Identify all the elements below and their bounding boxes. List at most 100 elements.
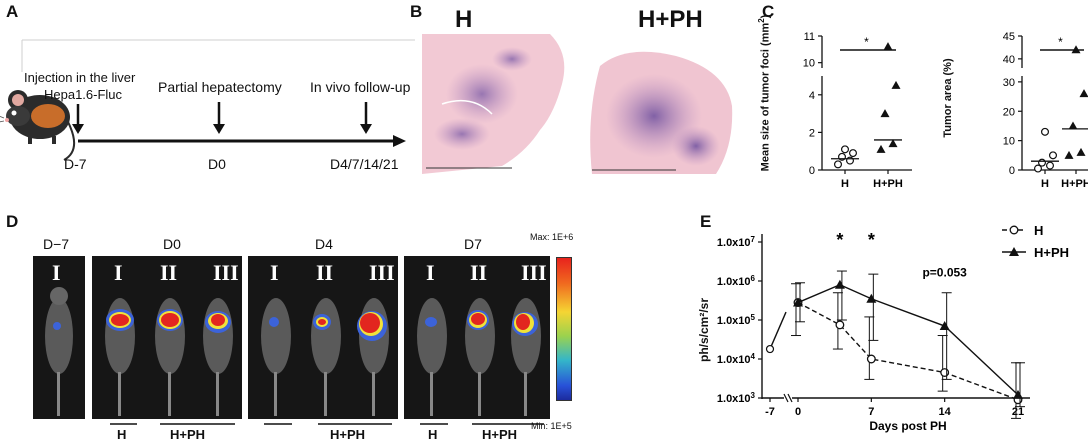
data-point-hph bbox=[880, 109, 890, 118]
mouse-id-label: II bbox=[160, 260, 178, 285]
data-point-hph bbox=[866, 293, 877, 303]
mouse-bli-image bbox=[105, 298, 233, 416]
x-tick-label: 14 bbox=[939, 406, 952, 418]
arrow-ph bbox=[213, 102, 225, 134]
data-point-h bbox=[1038, 158, 1047, 167]
legend-marker-hph bbox=[1009, 247, 1019, 256]
data-point-h bbox=[833, 160, 842, 169]
mouse-id-label: III bbox=[521, 260, 547, 285]
y-tick-label: 2 bbox=[809, 127, 815, 139]
bli-panel-d4: I II III bbox=[248, 256, 398, 419]
bli-panel-d0: I II III bbox=[92, 256, 242, 419]
legend-label-hph: H+PH bbox=[1034, 245, 1069, 260]
histology-title-h: H bbox=[455, 6, 473, 33]
data-point-hph bbox=[1076, 147, 1086, 156]
group-label-h: H bbox=[117, 427, 127, 442]
mouse-bli-image bbox=[45, 287, 73, 416]
data-point-hph bbox=[1071, 45, 1081, 54]
y-tick-label: 20 bbox=[1003, 106, 1015, 118]
significance-star: * bbox=[836, 230, 843, 250]
y-tick-label: 11 bbox=[804, 31, 815, 43]
x-tick-label: 0 bbox=[795, 406, 801, 418]
mouse-icon bbox=[0, 90, 75, 161]
y-tick-label: 30 bbox=[1003, 77, 1015, 89]
data-point-hph bbox=[876, 144, 886, 153]
data-point-hph bbox=[1013, 389, 1023, 399]
significance-star: * bbox=[864, 35, 869, 49]
mouse-id-label: I bbox=[270, 260, 279, 285]
histology-title-hph: H+PH bbox=[638, 6, 703, 33]
y-tick-label: 0 bbox=[1009, 165, 1015, 177]
data-point-hph bbox=[939, 321, 950, 331]
axis-break bbox=[783, 393, 789, 403]
y-tick-label: 10 bbox=[1003, 136, 1015, 148]
data-point-h bbox=[835, 320, 845, 330]
timeline-arrowhead bbox=[393, 135, 406, 147]
y-tick-label: 10 bbox=[803, 58, 815, 70]
arrow-injection bbox=[72, 104, 84, 134]
panel-c-label: C bbox=[762, 2, 775, 21]
mouse-id-label: II bbox=[316, 260, 334, 285]
timeline-svg bbox=[0, 39, 415, 161]
panel-b-label: B bbox=[410, 2, 423, 21]
axis-break bbox=[787, 393, 793, 403]
data-point-h bbox=[866, 354, 876, 364]
y-tick-label: 1.0x105 bbox=[717, 313, 756, 327]
day-ph-label: D0 bbox=[208, 156, 226, 172]
histology-image-h bbox=[422, 34, 565, 174]
injection-label-line1: Injection in the liver bbox=[24, 70, 136, 85]
day-label-d-7: D−7 bbox=[43, 236, 70, 252]
data-point-hph bbox=[834, 279, 845, 289]
mouse-bli-image bbox=[261, 298, 389, 416]
ph-event-label: Partial hepatectomy bbox=[158, 79, 282, 95]
data-point-hph bbox=[888, 139, 898, 148]
panel-a-label: A bbox=[6, 2, 19, 21]
day-followup-label: D4/7/14/21 bbox=[330, 156, 399, 172]
day-label-d4: D4 bbox=[315, 236, 333, 252]
group-label-hph: H+PH bbox=[330, 427, 366, 442]
series-line-hph bbox=[797, 284, 1019, 396]
y-tick-label: 45 bbox=[1003, 31, 1015, 43]
y-tick-label: 1.0x103 bbox=[717, 391, 756, 405]
arrow-followup bbox=[360, 102, 372, 134]
day-injection-label: D-7 bbox=[64, 156, 87, 172]
mouse-id-label: II bbox=[470, 260, 488, 285]
x-tick-label: 21 bbox=[1012, 406, 1024, 418]
significance-star: * bbox=[1058, 35, 1063, 49]
y-tick-label: 0 bbox=[809, 165, 815, 177]
data-point-hph bbox=[891, 80, 901, 89]
bli-panel-d7: I II III bbox=[404, 256, 550, 419]
mouse-id-label: III bbox=[213, 260, 239, 285]
mouse-bli-image bbox=[417, 298, 541, 416]
data-point-hph bbox=[883, 42, 893, 51]
histology-image-hph bbox=[590, 51, 733, 174]
group-underlines bbox=[110, 423, 544, 425]
x-tick-label: 7 bbox=[868, 406, 874, 418]
y-tick-label: 1.0x107 bbox=[717, 235, 756, 249]
day-label-d7: D7 bbox=[464, 236, 482, 252]
group-label-hph: H+PH bbox=[482, 427, 518, 442]
data-point-h bbox=[1046, 161, 1055, 170]
luminescence-color-scale bbox=[556, 257, 572, 401]
followup-event-label: In vivo follow-up bbox=[310, 79, 411, 95]
x-tick-label: -7 bbox=[765, 406, 775, 418]
legend-marker-h bbox=[1009, 225, 1019, 235]
group-label-h: H bbox=[428, 427, 438, 442]
data-point-h bbox=[1034, 164, 1043, 173]
scale-min-label: Min: 1E+5 bbox=[531, 421, 572, 431]
tumor-scatter-charts: 0 2 4 10 11 H H+PH * 0 10 20 30 40 45 H H+PH * bbox=[803, 31, 1088, 190]
preop-line bbox=[769, 311, 787, 350]
data-point-preop bbox=[765, 344, 775, 354]
data-point-h bbox=[1041, 127, 1050, 136]
x-tick-label: H+PH bbox=[873, 178, 903, 190]
data-point-h bbox=[840, 145, 849, 154]
series-line-h bbox=[797, 301, 1019, 401]
group-label-hph: H+PH bbox=[170, 427, 206, 442]
panel-d-label: D bbox=[6, 212, 19, 231]
mouse-id-label: I bbox=[114, 260, 123, 285]
data-point-h bbox=[1049, 151, 1058, 160]
x-tick-label: H bbox=[1041, 178, 1049, 190]
bli-signal-line-chart: 1.0x107 1.0x106 1.0x105 1.0x104 1.0x103 -7 0 7 1… bbox=[717, 223, 1069, 433]
x-axis-label: Days post PH bbox=[869, 419, 946, 433]
data-point-hph bbox=[1079, 89, 1088, 98]
